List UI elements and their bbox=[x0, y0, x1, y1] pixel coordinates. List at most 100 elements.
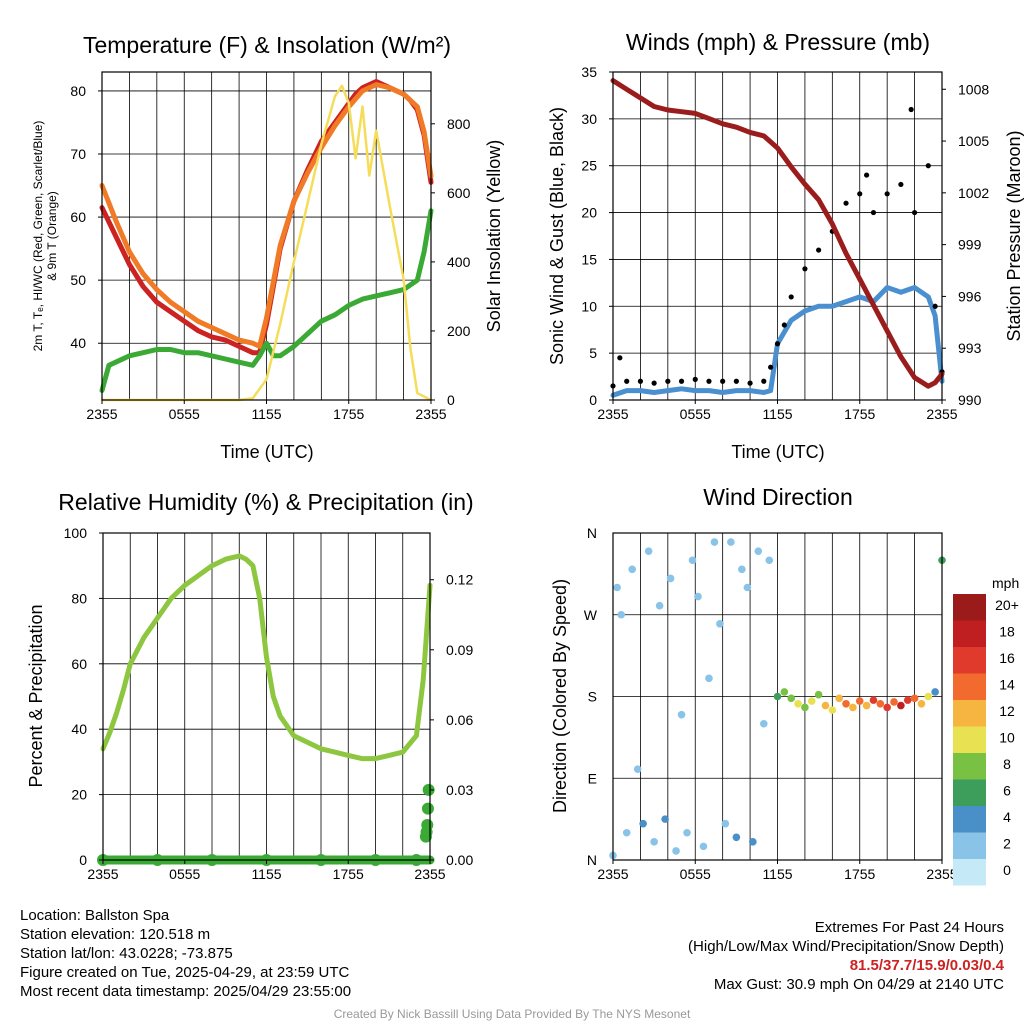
series-point bbox=[768, 364, 774, 370]
x-tick-label: 2355 bbox=[597, 406, 628, 422]
series-point bbox=[421, 818, 434, 831]
wind-title: Winds (mph) & Pressure (mb) bbox=[626, 29, 930, 55]
colorbar-label: 20+ bbox=[995, 597, 1019, 613]
direction-point bbox=[705, 674, 713, 683]
series-point bbox=[857, 191, 863, 197]
y-right-tick-label: 990 bbox=[958, 392, 982, 408]
direction-point bbox=[883, 703, 891, 712]
direction-point bbox=[628, 565, 636, 574]
y-tick-label: 10 bbox=[581, 298, 597, 314]
colorbar: 20+ 18 16 14 12 10 8 6 4 2 0 bbox=[953, 594, 1019, 886]
direction-point bbox=[780, 688, 789, 696]
direction-point bbox=[754, 547, 763, 555]
y-right-tick-label: 0.06 bbox=[446, 712, 473, 728]
colorbar-label: 2 bbox=[1003, 836, 1011, 852]
x-tick-label: 2355 bbox=[414, 866, 445, 882]
direction-point bbox=[835, 694, 843, 703]
x-tick-label: 0555 bbox=[680, 866, 711, 882]
y-right-tick-label: 0 bbox=[447, 392, 455, 408]
direction-point bbox=[738, 565, 746, 574]
created-text: Figure created on Tue, 2025-04-29, at 23… bbox=[20, 964, 350, 981]
rh-series bbox=[97, 553, 435, 866]
y-tick-label: S bbox=[588, 689, 597, 705]
temp-ylabel-right: Solar Insolation (Yellow) bbox=[484, 140, 504, 332]
colorbar-label: 10 bbox=[999, 730, 1015, 746]
series-point bbox=[816, 247, 822, 253]
colorbar-label: 0 bbox=[1003, 862, 1011, 878]
series-point bbox=[781, 322, 787, 328]
direction-point bbox=[897, 701, 905, 710]
direction-point bbox=[694, 592, 702, 601]
colorbar-swatch bbox=[953, 753, 986, 780]
temp-ticks: 2355 0555 1155 1755 235540506070800200400600… bbox=[70, 83, 470, 422]
y-tick-label: 40 bbox=[71, 721, 87, 737]
dir-ylabel: Direction (Colored By Speed) bbox=[550, 579, 570, 813]
y-right-tick-label: 1002 bbox=[958, 185, 989, 201]
dir-series bbox=[609, 538, 946, 860]
direction-point bbox=[683, 828, 691, 837]
y-tick-label: 50 bbox=[70, 272, 86, 288]
colorbar-label: 12 bbox=[999, 703, 1015, 719]
direction-point bbox=[862, 701, 871, 710]
direction-point bbox=[807, 697, 816, 705]
wind-ylabel: Sonic Wind & Gust (Blue, Black) bbox=[547, 107, 567, 365]
colorbar-swatch bbox=[953, 673, 986, 700]
series-point bbox=[706, 378, 712, 384]
x-tick-label: 1755 bbox=[844, 406, 875, 422]
series-line bbox=[99, 82, 434, 349]
x-tick-label: 2355 bbox=[926, 866, 957, 882]
y-tick-label: 20 bbox=[71, 787, 87, 803]
x-tick-label: 1155 bbox=[251, 866, 281, 882]
rh-panel: Relative Humidity (%) & Precipitation (i… bbox=[26, 489, 474, 882]
y-tick-label: 25 bbox=[581, 158, 597, 174]
y-tick-label: 40 bbox=[70, 335, 86, 351]
direction-point bbox=[655, 601, 664, 610]
direction-point bbox=[890, 698, 898, 706]
series-point bbox=[843, 200, 849, 206]
direction-point bbox=[710, 538, 719, 546]
series-line bbox=[100, 553, 433, 762]
y-tick-label: N bbox=[587, 525, 597, 541]
x-tick-label: 2355 bbox=[87, 866, 118, 882]
direction-point bbox=[794, 699, 802, 708]
colorbar-label: 16 bbox=[999, 650, 1015, 666]
colorbar-swatch bbox=[953, 620, 986, 647]
y-tick-label: 5 bbox=[589, 345, 597, 361]
series-point bbox=[884, 191, 890, 197]
colorbar-swatch bbox=[953, 700, 986, 727]
series-point bbox=[898, 181, 904, 188]
y-tick-label: 30 bbox=[581, 111, 597, 127]
direction-point bbox=[666, 574, 675, 583]
series-point bbox=[637, 378, 644, 384]
x-tick-label: 2355 bbox=[926, 406, 957, 422]
series-point bbox=[870, 209, 877, 216]
direction-point bbox=[644, 547, 653, 555]
y-tick-label: 80 bbox=[70, 83, 86, 99]
series-point bbox=[932, 303, 938, 309]
y-right-tick-label: 800 bbox=[447, 116, 471, 132]
y-tick-label: 100 bbox=[64, 525, 88, 541]
series-point bbox=[422, 783, 435, 796]
series-point bbox=[692, 376, 698, 382]
y-right-tick-label: 0.00 bbox=[446, 852, 473, 868]
direction-point bbox=[931, 688, 939, 696]
direction-point bbox=[661, 815, 669, 823]
y-tick-label: 60 bbox=[71, 656, 87, 672]
extremes-info: Extremes For Past 24 Hours (High/Low/Max… bbox=[688, 918, 1004, 994]
y-tick-label: 70 bbox=[70, 146, 86, 162]
series-point bbox=[747, 380, 753, 386]
series-point bbox=[617, 355, 623, 361]
direction-point bbox=[743, 583, 752, 592]
direction-point bbox=[910, 694, 919, 703]
direction-point bbox=[849, 703, 857, 712]
latlon-text: Station lat/lon: 43.0228; -73.875 bbox=[20, 945, 233, 962]
temp-ylabel-line1: 2m T, Tₑ, HI/WC (Red, Green, Scarlet/Blu… bbox=[31, 121, 45, 352]
colorbar-label: 18 bbox=[999, 624, 1015, 640]
direction-point bbox=[855, 697, 864, 705]
direction-point bbox=[801, 703, 809, 712]
direction-point bbox=[639, 819, 647, 828]
series-point bbox=[733, 378, 739, 384]
x-tick-label: 1755 bbox=[844, 866, 875, 882]
credit-text: Created By Nick Bassill Using Data Provi… bbox=[333, 1007, 691, 1021]
